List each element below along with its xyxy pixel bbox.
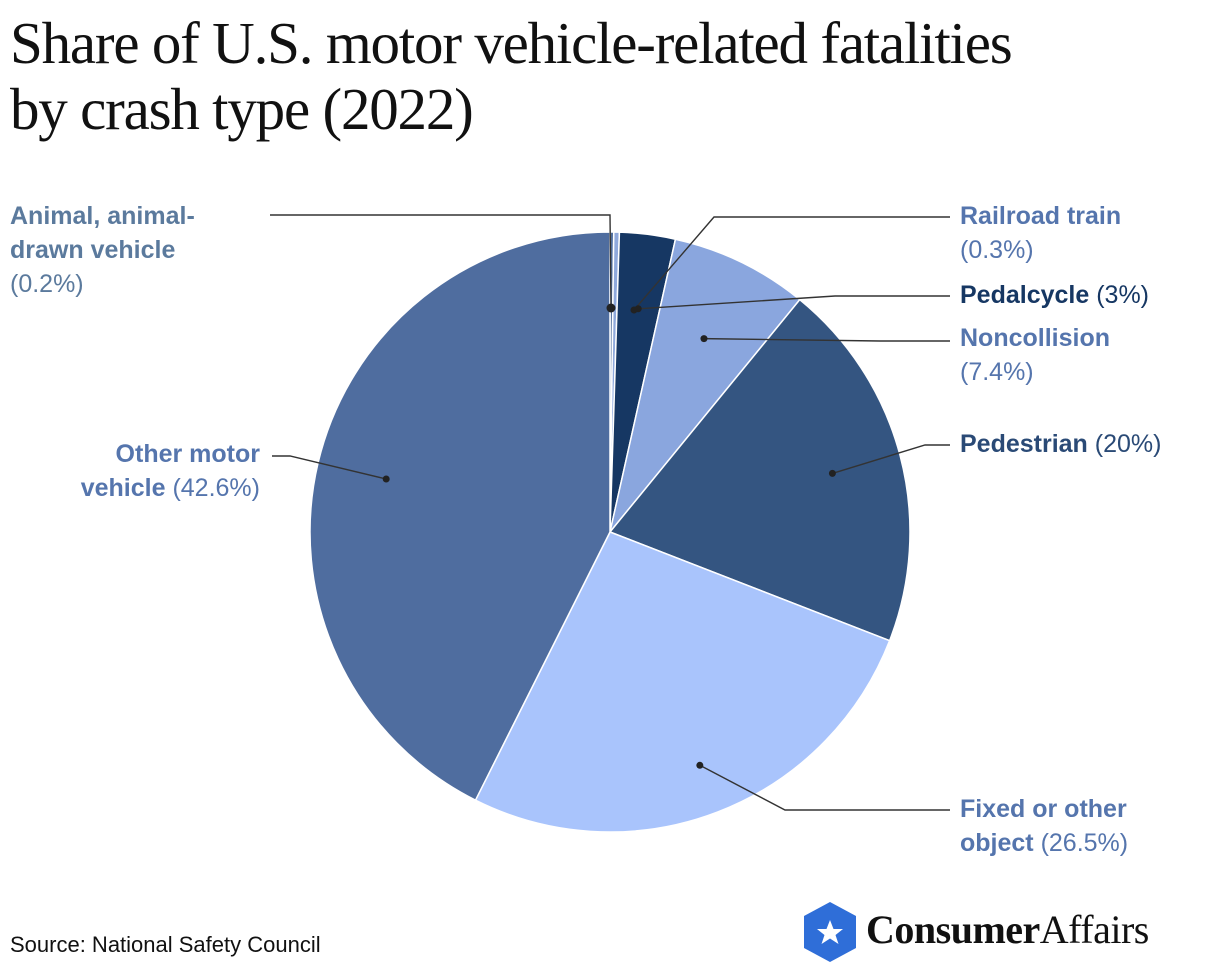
label-noncollision: Noncollision (7.4%) — [960, 321, 1110, 389]
label-fixed-name-line2: object — [960, 829, 1034, 857]
leader-line-animal — [270, 214, 612, 309]
label-pedalcycle-name: Pedalcycle — [960, 281, 1090, 309]
label-othermotor-value: (42.6%) — [172, 474, 260, 502]
leader-dot-fixed — [696, 761, 704, 769]
label-pedestrian-value: (20%) — [1094, 430, 1162, 458]
label-pedestrian: Pedestrian (20%) — [960, 427, 1161, 461]
leader-lines — [270, 214, 950, 811]
pie-slice-noncollision — [609, 238, 801, 533]
pie-slices — [309, 231, 911, 833]
label-railroad-name: Railroad train — [960, 202, 1122, 230]
label-animal-value: (0.2%) — [10, 270, 84, 298]
leader-dot-othermotor — [382, 475, 390, 483]
label-othermotor-name-line1: Other motor — [115, 440, 260, 468]
label-animal-name-line2: drawn vehicle — [10, 236, 176, 264]
star-shield-icon — [804, 902, 856, 962]
chart-title-line2: by crash type (2022) — [10, 76, 474, 142]
leader-dot-noncollision — [700, 335, 708, 343]
leader-dot-animal — [606, 303, 616, 313]
leader-line-railroad — [633, 216, 950, 311]
leader-dot-pedalcycle — [634, 305, 642, 313]
label-railroad: Railroad train (0.3%) — [960, 199, 1121, 267]
label-fixed-value: (26.5%) — [1040, 829, 1129, 857]
label-pedalcycle: Pedalcycle (3%) — [960, 278, 1149, 312]
label-animal: Animal, animal- drawn vehicle (0.2%) — [10, 199, 195, 301]
pie-slice-pedestrian — [608, 298, 911, 642]
source-note: Source: National Safety Council — [10, 932, 321, 957]
logo-wordmark: ConsumerAffairs — [866, 906, 1149, 953]
leader-line-fixed — [699, 764, 950, 811]
label-noncollision-name: Noncollision — [960, 324, 1110, 352]
label-railroad-value: (0.3%) — [960, 236, 1034, 264]
label-pedalcycle-value: (3%) — [1096, 281, 1150, 309]
label-animal-name-line1: Animal, animal- — [10, 202, 195, 230]
label-fixed-name-line1: Fixed or other — [960, 795, 1127, 823]
label-othermotor: Other motor vehicle (42.6%) — [20, 437, 260, 505]
pie-slice-fixed — [474, 531, 891, 833]
leader-dot-pedestrian — [828, 469, 836, 477]
label-fixed: Fixed or other object (26.5%) — [960, 792, 1128, 860]
leader-line-pedestrian — [832, 444, 950, 475]
logo-word1: Consumer — [866, 907, 1040, 952]
leader-line-pedalcycle — [638, 295, 950, 310]
chart-title-line1: Share of U.S. motor vehicle-related fata… — [10, 10, 1013, 76]
leader-line-noncollision — [703, 337, 950, 342]
label-noncollision-value: (7.4%) — [960, 358, 1034, 386]
consumeraffairs-logo[interactable]: ConsumerAffairs — [800, 900, 1215, 964]
label-pedestrian-name: Pedestrian — [960, 430, 1088, 458]
label-othermotor-name-line2: vehicle — [80, 474, 166, 502]
leader-line-othermotor — [272, 455, 387, 480]
logo-word2: Affairs — [1039, 907, 1150, 952]
chart-title: Share of U.S. motor vehicle-related fata… — [10, 10, 1210, 142]
